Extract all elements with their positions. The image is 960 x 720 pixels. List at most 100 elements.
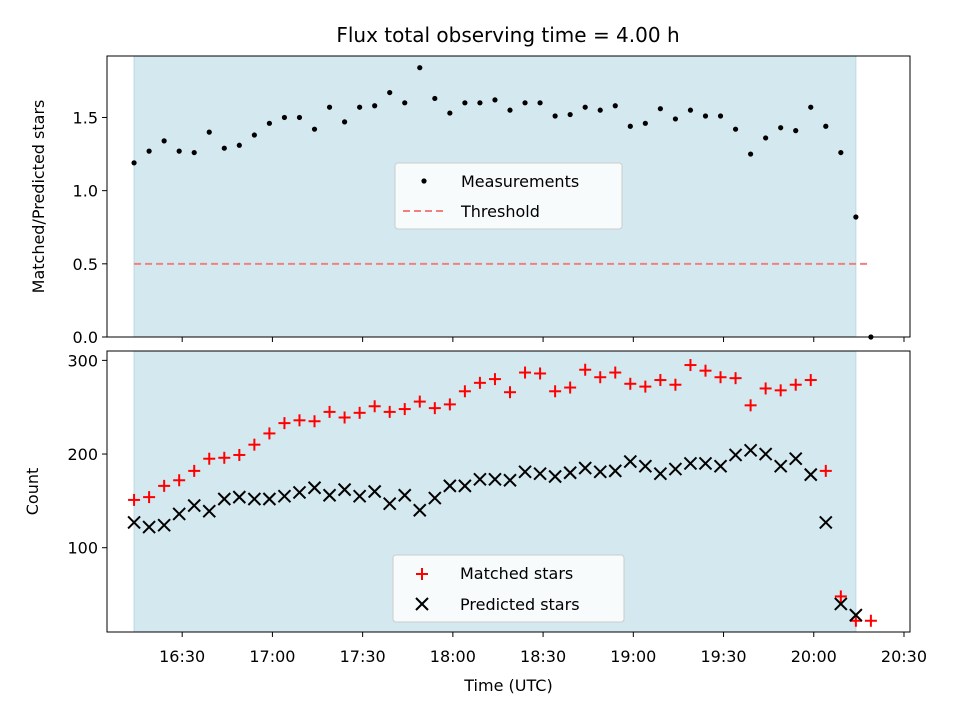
matched-star-marker: [729, 372, 742, 385]
legend-matched-marker: [416, 568, 428, 580]
measurement-point: [341, 119, 348, 125]
matched-star-marker: [609, 366, 622, 379]
matched-star-marker: [218, 451, 231, 464]
matched-star-marker: [293, 414, 306, 427]
measurement-point: [296, 114, 303, 121]
ratio-panel: 0.0 0.5 1.0 1.5 Matched/Predicted stars Mea…: [29, 55, 911, 347]
x-tick-label: 20:30: [881, 647, 927, 666]
measurement-points: [131, 65, 874, 340]
predicted-star-marker: [773, 459, 788, 473]
predicted-star-marker: [247, 492, 262, 506]
measurement-point: [417, 65, 423, 71]
matched-star-marker: [128, 493, 141, 506]
matched-star-marker: [504, 386, 517, 399]
predicted-star-marker: [548, 469, 562, 484]
predicted-star-marker: [758, 447, 773, 461]
y-tick-label: 200: [67, 445, 98, 464]
predicted-star-marker: [322, 488, 337, 502]
measurement-point: [808, 104, 814, 110]
measurement-point: [627, 123, 633, 129]
predicted-star-marker: [413, 503, 427, 517]
measurement-point: [537, 100, 543, 106]
matched-star-marker: [519, 366, 532, 379]
legend-predicted-marker: [415, 597, 429, 611]
measurement-point: [236, 142, 242, 148]
matched-star-marker: [278, 417, 291, 430]
predicted-star-marker: [352, 489, 367, 503]
predicted-star-marker: [157, 518, 171, 532]
measurement-point: [462, 100, 468, 106]
predicted-star-marker: [202, 504, 216, 518]
count-panel: 100 200 300 16:30 17:00 17:30 18:00 18:30 19:00…: [23, 350, 927, 695]
measurement-point: [161, 138, 167, 144]
matched-star-marker: [488, 373, 501, 386]
measurement-point: [823, 123, 829, 129]
predicted-star-marker: [834, 597, 848, 611]
predicted-star-marker: [127, 515, 141, 530]
predicted-star-marker: [458, 479, 472, 493]
predicted-star-marker: [428, 491, 442, 505]
measurement-point: [221, 145, 227, 151]
measurement-point: [266, 120, 273, 126]
measurement-point: [582, 104, 588, 110]
predicted-star-marker: [743, 443, 758, 457]
chart-title: Flux total observing time = 4.00 h: [336, 23, 679, 47]
matched-star-marker: [789, 378, 802, 391]
matched-star-marker: [624, 377, 637, 390]
predicted-star-marker: [789, 452, 803, 466]
measurement-point: [191, 149, 197, 156]
legend-measurement-marker: [421, 178, 427, 184]
matched-star-marker: [263, 427, 276, 440]
predicted-star-marker: [473, 472, 487, 487]
measurement-point: [522, 100, 528, 106]
measurement-point: [311, 126, 318, 132]
matched-star-marker: [203, 452, 216, 465]
predicted-star-marker: [668, 462, 683, 476]
ratio-axes-frame: [106, 55, 911, 338]
x-tick-label: 17:30: [340, 647, 386, 666]
x-tick-label: 17:00: [249, 647, 295, 666]
predicted-star-marker: [849, 608, 863, 622]
predicted-star-marker: [262, 492, 277, 506]
measurement-point: [612, 103, 618, 109]
predicted-star-marker: [488, 472, 502, 487]
predicted-star-marker: [593, 465, 607, 479]
matched-star-marker: [549, 385, 562, 398]
predicted-star-marker: [172, 507, 186, 521]
y-tick-label: 1.5: [73, 108, 98, 127]
x-tick-label: 19:00: [610, 647, 656, 666]
measurement-point: [838, 149, 844, 156]
matched-star-marker: [759, 382, 772, 395]
measurement-point: [447, 110, 453, 116]
matched-star-marker: [173, 474, 186, 487]
legend-matched-label: Matched stars: [460, 564, 573, 583]
measurement-point: [477, 100, 483, 106]
y-tick-label: 300: [67, 351, 98, 370]
measurement-point: [131, 160, 137, 166]
matched-star-marker: [804, 374, 817, 387]
matched-star-marker: [458, 385, 471, 398]
measurement-point: [687, 107, 694, 113]
matched-star-marker: [383, 405, 396, 418]
predicted-star-marker: [503, 473, 517, 487]
matched-star-marker: [338, 411, 351, 424]
measurement-point: [507, 107, 513, 113]
x-tick-label: 20:00: [791, 647, 837, 666]
predicted-star-marker: [533, 466, 547, 481]
measurement-point: [732, 126, 739, 132]
predicted-star-marker: [819, 515, 833, 530]
x-tick-label: 19:30: [700, 647, 746, 666]
predicted-star-marker: [382, 496, 397, 511]
predicted-star-marker: [367, 484, 382, 499]
predicted-star-marker: [698, 456, 713, 471]
predicted-star-marker: [563, 466, 577, 480]
measurement-point: [597, 107, 603, 113]
predicted-star-marker: [728, 448, 743, 462]
y-tick-label: 1.0: [73, 182, 98, 201]
ratio-y-ticks: 0.0 0.5 1.0 1.5: [73, 108, 107, 347]
legend-box: [392, 554, 625, 623]
predicted-star-marker: [804, 467, 818, 482]
measurement-point: [763, 135, 769, 141]
matched-star-marker: [669, 378, 682, 391]
measurement-point: [567, 111, 573, 118]
